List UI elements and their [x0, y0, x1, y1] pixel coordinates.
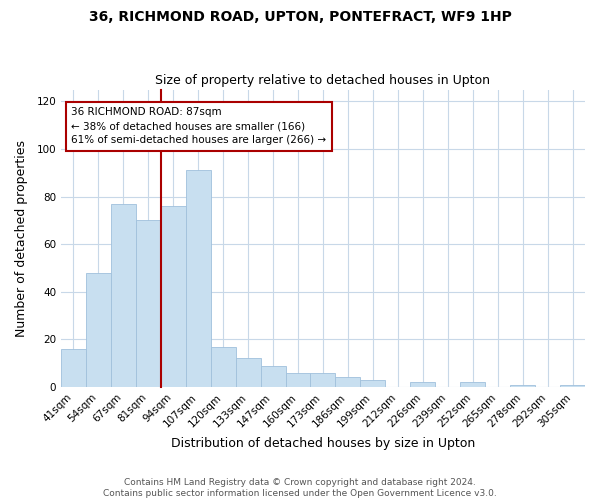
Bar	[111, 204, 136, 387]
Bar	[236, 358, 260, 387]
Bar	[510, 384, 535, 387]
Bar	[86, 272, 111, 387]
Bar	[560, 384, 585, 387]
Y-axis label: Number of detached properties: Number of detached properties	[15, 140, 28, 337]
Text: 36 RICHMOND ROAD: 87sqm
← 38% of detached houses are smaller (166)
61% of semi-d: 36 RICHMOND ROAD: 87sqm ← 38% of detache…	[71, 108, 326, 146]
Bar	[211, 346, 236, 387]
Bar	[186, 170, 211, 387]
Bar	[361, 380, 385, 387]
Bar	[335, 378, 361, 387]
Bar	[410, 382, 435, 387]
Bar	[260, 366, 286, 387]
Bar	[61, 349, 86, 387]
Bar	[310, 372, 335, 387]
Text: Contains HM Land Registry data © Crown copyright and database right 2024.
Contai: Contains HM Land Registry data © Crown c…	[103, 478, 497, 498]
Bar	[286, 372, 310, 387]
Bar	[161, 206, 186, 387]
X-axis label: Distribution of detached houses by size in Upton: Distribution of detached houses by size …	[171, 437, 475, 450]
Title: Size of property relative to detached houses in Upton: Size of property relative to detached ho…	[155, 74, 490, 87]
Text: 36, RICHMOND ROAD, UPTON, PONTEFRACT, WF9 1HP: 36, RICHMOND ROAD, UPTON, PONTEFRACT, WF…	[89, 10, 511, 24]
Bar	[136, 220, 161, 387]
Bar	[460, 382, 485, 387]
